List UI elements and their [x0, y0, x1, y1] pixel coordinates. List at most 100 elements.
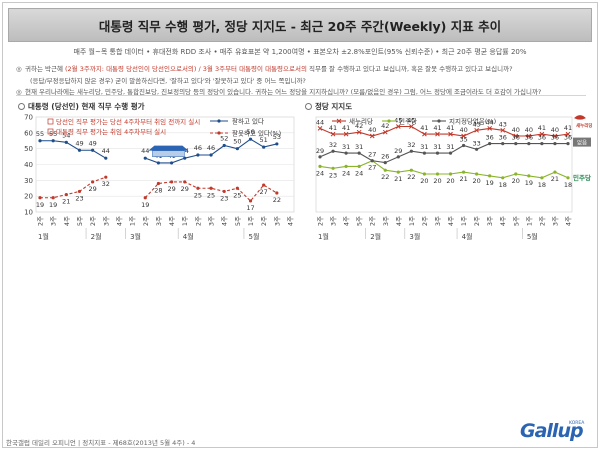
data-point-saenuri — [461, 133, 466, 139]
data-label-minju: 20 — [420, 177, 428, 185]
data-label-approve: 46 — [194, 144, 202, 152]
data-point-none — [318, 155, 322, 159]
x-tick-label: 3주 — [155, 216, 163, 226]
data-label-none: 36 — [486, 134, 494, 142]
data-label-disapprove: 21 — [62, 198, 70, 206]
data-label-disapprove: 29 — [181, 185, 189, 193]
data-label-minju: 18 — [564, 181, 572, 189]
x-tick-label: 3주 — [551, 216, 559, 226]
data-point-none — [396, 155, 400, 159]
data-label-minju: 22 — [381, 173, 389, 181]
note-highlight: (2월 3주까지: 대통령 당선인이 당선인으로서의) / 3월 3주부터 대통… — [65, 65, 307, 73]
data-label-disapprove: 29 — [167, 185, 175, 193]
x-tick-label: 3주 — [382, 216, 390, 226]
x-tick-label: 4주 — [63, 216, 71, 226]
data-point-none — [357, 151, 361, 155]
data-label-saenuri: 40 — [459, 126, 467, 134]
data-label-saenuri: 43 — [499, 120, 507, 128]
data-point-saenuri — [474, 127, 479, 133]
data-point-minju — [448, 172, 453, 176]
y-tick-label: 20 — [24, 193, 33, 201]
legend-note: 당선인 직무 평가는 당선 4주차부터 취임 전까지 실시 — [56, 117, 200, 126]
saenuri-logo-icon — [574, 115, 586, 120]
note-line-3: ◎ 현재 우리나라에는 새누리당, 민주당, 통합진보당, 진보정의당 등의 정당… — [16, 87, 591, 99]
data-point-saenuri — [369, 133, 375, 139]
plot-frame — [315, 116, 573, 213]
data-point-none — [422, 151, 427, 155]
data-point-minju — [357, 164, 361, 168]
x-tick-label: 1주 — [525, 216, 533, 226]
blue-house-body-icon — [152, 150, 185, 157]
data-point-approve — [222, 143, 226, 148]
divider — [16, 95, 586, 96]
x-tick-label: 5주 — [76, 216, 84, 226]
data-label-approve: 51 — [260, 136, 268, 144]
series-line-approve — [40, 140, 107, 159]
data-point-disapprove — [38, 196, 42, 200]
data-label-disapprove: 32 — [102, 180, 110, 188]
data-label-none: 36 — [564, 134, 572, 142]
data-point-none — [475, 147, 479, 151]
data-point-saenuri — [500, 127, 506, 133]
data-point-none — [435, 151, 440, 155]
data-label-minju: 18 — [538, 181, 546, 189]
month-label: 4월 — [183, 232, 194, 241]
data-label-none: 36 — [551, 134, 559, 142]
data-label-minju: 20 — [446, 177, 454, 185]
data-point-disapprove — [91, 180, 95, 184]
note-text: 직무를 잘 수행하고 있다고 보십니까, 혹은 잘못 수행하고 있다고 보십니까… — [306, 65, 513, 73]
month-label: 1월 — [318, 232, 329, 241]
data-point-none — [331, 149, 335, 153]
data-label-minju: 21 — [459, 175, 467, 183]
data-point-approve — [156, 161, 161, 165]
data-point-minju — [566, 176, 570, 180]
data-point-minju — [461, 170, 466, 174]
month-label: 2월 — [91, 232, 102, 241]
data-label-approve: 52 — [220, 135, 228, 143]
data-point-none — [501, 142, 505, 146]
data-label-approve: 50 — [233, 138, 241, 146]
data-label-none: 29 — [316, 147, 324, 155]
data-label-minju: 19 — [486, 179, 494, 187]
x-tick-label: 1주 — [408, 216, 416, 226]
data-label-disapprove: 29 — [88, 185, 96, 193]
data-point-none — [566, 142, 570, 146]
chart-title-approval: 대통령 (당선인) 현재 직무 수행 평가 — [18, 101, 145, 112]
data-point-minju — [540, 176, 544, 180]
data-label-saenuri: 42 — [381, 122, 389, 130]
title-bar: 대통령 직무 수행 평가, 정당 지지도 - 최근 20주 주간(Weekly)… — [8, 8, 592, 42]
x-tick-label: 4주 — [499, 216, 507, 226]
data-point-saenuri — [487, 126, 493, 131]
data-label-none: 31 — [433, 143, 441, 151]
data-label-approve: 49 — [88, 139, 96, 147]
data-point-approve — [209, 153, 213, 157]
month-label: 3월 — [130, 232, 141, 241]
data-label-minju: 21 — [551, 175, 559, 183]
data-point-approve — [77, 148, 82, 152]
data-point-disapprove — [77, 189, 82, 194]
note-line-1: ◎ 귀하는 박근혜 (2월 3주까지: 대통령 당선인이 당선인으로서의) / 3… — [16, 64, 591, 76]
note-text: 현재 우리나라에는 새누리당, 민주당, 통합진보당, 진보정의당 등의 정당이… — [25, 88, 542, 96]
data-label-saenuri: 40 — [525, 126, 533, 134]
data-point-minju — [331, 166, 335, 170]
legend-marker-approve — [217, 119, 221, 123]
data-label-minju: 23 — [329, 171, 337, 179]
data-point-none — [409, 149, 413, 153]
data-label-none: 36 — [525, 134, 533, 142]
data-point-approve — [235, 147, 239, 151]
y-tick-label: 60 — [24, 129, 33, 137]
data-point-approve — [51, 139, 55, 143]
legend-note: 대통령 직무 평가는 취임 4주차부터 실시 — [56, 127, 166, 136]
legend-marker-saenuri — [336, 118, 342, 124]
approval-chart: 10 20 30 40 50 60 70 2주 3주 4주 5주 2주 3주 4주 1주 2주 3주 4주 1주 2주… — [24, 114, 294, 242]
data-label-minju: 24 — [342, 169, 350, 177]
data-label-approve: 44 — [181, 147, 189, 155]
data-label-disapprove: 27 — [260, 188, 268, 196]
section-marker-icon — [18, 103, 25, 110]
x-tick-label: 2주 — [194, 216, 202, 226]
data-label-approve: 55 — [36, 130, 44, 138]
data-label-saenuri: 41 — [342, 124, 350, 132]
data-point-minju — [396, 170, 400, 174]
data-label-minju: 20 — [433, 177, 441, 185]
data-point-minju — [318, 164, 322, 168]
